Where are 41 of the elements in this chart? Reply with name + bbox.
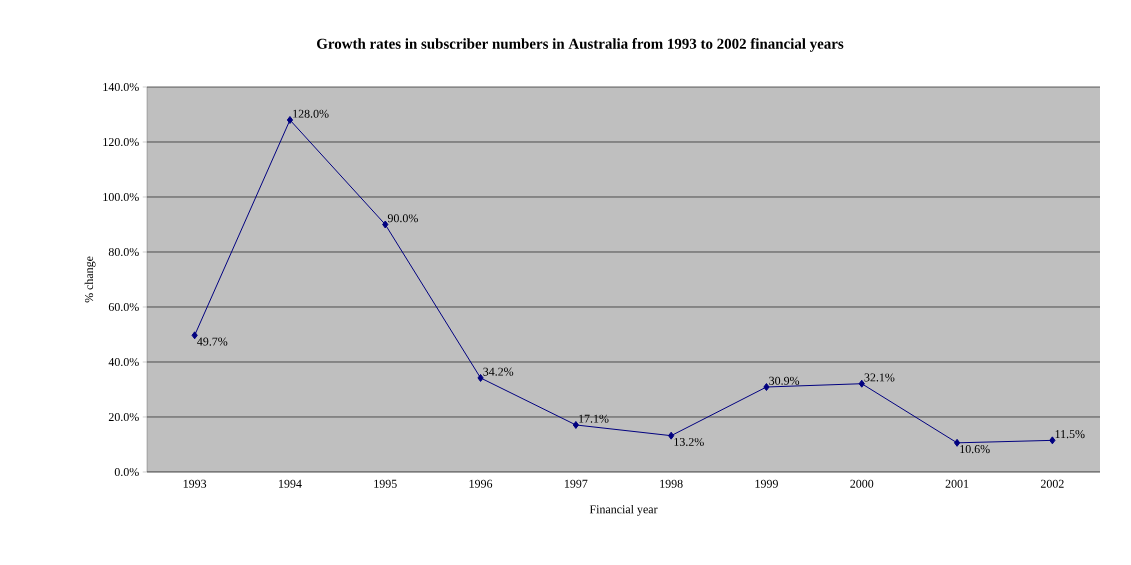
data-label: 128.0% (293, 109, 329, 118)
point (191, 331, 198, 340)
y-tick-label: 80.0% (108, 247, 139, 257)
data-label: 30.9% (769, 376, 800, 385)
y-axis-title: % change (84, 256, 96, 303)
x-tick-label: 1999 (755, 479, 778, 488)
x-tick-label: 2000 (850, 479, 874, 488)
x-tick-label: 1993 (183, 479, 207, 488)
point (1049, 436, 1056, 445)
data-label: 90.0% (387, 214, 418, 223)
point (763, 383, 770, 391)
data-label: 49.7% (197, 337, 228, 346)
point (286, 116, 294, 124)
data-label: 32.1% (864, 373, 895, 382)
y-tick-label: 0.0% (114, 467, 139, 477)
data-label: 11.5% (1055, 430, 1085, 439)
x-tick-label: 1996 (469, 479, 493, 488)
y-tick-label: 140.0% (103, 82, 139, 92)
point (858, 379, 865, 388)
point (953, 438, 961, 447)
x-axis-title: Financial year (589, 504, 658, 516)
x-tick-label: 2001 (945, 479, 969, 488)
point (668, 431, 675, 440)
x-tick-label: 1998 (660, 479, 683, 488)
data-label: 17.1% (579, 414, 609, 423)
point (477, 373, 484, 382)
data-label: 10.6% (960, 445, 990, 454)
x-tick-label: 1995 (374, 479, 397, 488)
y-tick-label: 100.0% (103, 192, 139, 202)
y-tick-label: 120.0% (103, 137, 139, 147)
x-tick-label: 2002 (1040, 479, 1064, 488)
x-tick-label: 1997 (564, 479, 588, 488)
chart-title: Growth rates in subscriber numbers in Australia from 1993 to 2002 financial years (317, 38, 844, 52)
point (382, 220, 389, 229)
y-tick-label: 40.0% (108, 357, 139, 367)
data-label: 13.2% (674, 437, 704, 447)
y-tick-label: 20.0% (108, 412, 139, 422)
data-label: 34.2% (483, 367, 514, 376)
x-tick-label: 1994 (279, 479, 302, 488)
y-tick-label: 60.0% (108, 302, 139, 312)
point (572, 420, 579, 429)
